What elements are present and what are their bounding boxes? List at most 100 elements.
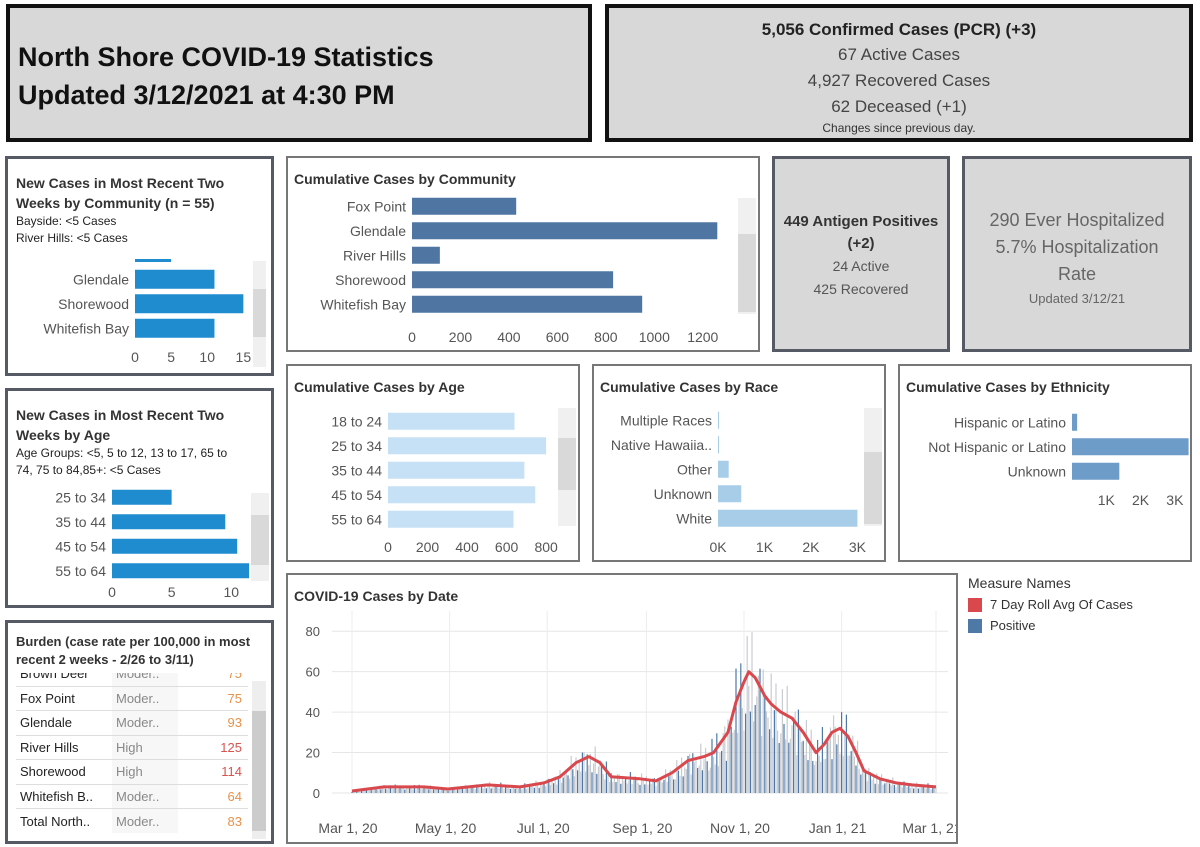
daily-bar: [513, 785, 515, 793]
legend-item-rolling-avg[interactable]: 7 Day Roll Avg Of Cases: [968, 597, 1192, 612]
tick-label: 10: [223, 584, 239, 600]
table-row[interactable]: Total North.. Moder.. 83: [16, 808, 248, 833]
bar: [388, 461, 525, 479]
hospitalization-rate: 5.7% Hospitalization: [995, 237, 1159, 257]
tick-label: 0: [108, 584, 116, 600]
daily-bar: [570, 755, 572, 793]
daily-bar: [701, 770, 703, 793]
daily-bar: [409, 788, 411, 793]
daily-bar: [777, 730, 779, 793]
daily-bar: [434, 787, 436, 793]
tick-label: 2K: [1132, 492, 1150, 508]
daily-bar: [474, 789, 476, 793]
daily-bar: [621, 775, 623, 793]
tick-label: 400: [455, 539, 479, 555]
burden-scrollbar[interactable]: [252, 681, 266, 839]
burden-rate: 75: [178, 685, 248, 711]
daily-bar: [813, 764, 815, 793]
daily-bar: [396, 788, 398, 793]
daily-bar: [370, 787, 372, 793]
burden-community: River Hills: [16, 734, 112, 760]
tick-label: 3K: [849, 539, 867, 555]
table-row[interactable]: Fox Point Moder.. 75: [16, 685, 248, 711]
daily-bar: [810, 729, 812, 793]
bar: [412, 271, 614, 289]
daily-bar: [585, 771, 587, 793]
daily-bar: [884, 783, 886, 793]
daily-bar: [900, 782, 902, 793]
daily-bar: [799, 726, 801, 793]
daily-bar: [689, 753, 691, 793]
legend-item-positive[interactable]: Positive: [968, 618, 1192, 633]
bar: [135, 318, 215, 338]
table-row[interactable]: Shorewood High 114: [16, 759, 248, 784]
table-row[interactable]: Brown Deer Moder.. 75: [16, 673, 248, 686]
burden-community: Fox Point: [16, 685, 112, 711]
daily-bar: [740, 663, 742, 793]
daily-bar: [914, 785, 916, 793]
daily-bar: [386, 789, 388, 793]
x-tick-label: Sep 1, 20: [612, 820, 672, 836]
daily-bar: [729, 729, 731, 793]
page-title: North Shore COVID-19 Statistics: [18, 42, 434, 72]
burden-panel: Burden (case rate per 100,000 in most re…: [5, 620, 274, 844]
daily-bar: [546, 779, 548, 793]
daily-bar: [583, 752, 585, 793]
daily-bar: [501, 787, 503, 793]
daily-bar: [429, 785, 431, 793]
daily-bar: [588, 765, 590, 793]
daily-bar: [647, 784, 649, 793]
table-row[interactable]: River Hills High 125: [16, 734, 248, 760]
daily-bar: [554, 776, 556, 793]
daily-bar: [831, 759, 833, 793]
burden-scrollbar-thumb[interactable]: [252, 711, 266, 831]
tick-label: 200: [449, 329, 473, 345]
daily-bar: [797, 709, 799, 793]
daily-bar: [469, 786, 471, 793]
category-label: Whitefish Bay: [320, 296, 406, 312]
daily-bar: [487, 785, 489, 793]
scrollbar-thumb: [253, 289, 266, 337]
daily-bar: [497, 786, 499, 793]
daily-bar: [597, 766, 599, 793]
daily-bar: [853, 756, 855, 793]
daily-bar: [874, 783, 876, 793]
daily-bar: [661, 782, 663, 793]
daily-bar: [364, 789, 366, 793]
burden-level: Moder..: [112, 685, 178, 711]
daily-bar: [722, 733, 724, 793]
daily-bar: [522, 786, 524, 793]
daily-bar: [818, 755, 820, 793]
daily-bar: [444, 789, 446, 793]
daily-bar: [754, 704, 756, 793]
table-row[interactable]: Glendale Moder.. 93: [16, 710, 248, 735]
bar: [1072, 413, 1078, 431]
daily-bar: [383, 784, 385, 793]
daily-bar: [623, 780, 625, 793]
burden-rate: 114: [178, 759, 248, 784]
daily-bar: [642, 780, 644, 793]
burden-table-viewport[interactable]: Brown Deer Moder.. 75 Fox Point Moder.. 75 Gle…: [16, 673, 248, 841]
daily-bar: [594, 746, 596, 793]
daily-bar: [530, 784, 532, 793]
daily-bar: [929, 787, 931, 793]
daily-bar: [861, 766, 863, 793]
table-row[interactable]: Whitefish B.. Moder.. 64: [16, 783, 248, 809]
daily-bar: [815, 761, 817, 793]
age-groups-note-2: 74, 75 to 84,85+: <5 Cases: [16, 463, 161, 477]
daily-bar: [549, 784, 551, 793]
daily-bar: [767, 717, 769, 793]
daily-bar: [580, 771, 582, 793]
new-age-title-2: Weeks by Age: [16, 427, 111, 443]
daily-bar: [658, 781, 660, 793]
daily-bar: [745, 713, 747, 793]
daily-bar: [751, 632, 753, 793]
daily-bar: [724, 726, 726, 793]
daily-bar: [373, 788, 375, 793]
daily-bar: [553, 783, 555, 793]
daily-bar: [564, 771, 566, 793]
cases-by-date-title: COVID-19 Cases by Date: [294, 588, 459, 604]
daily-bar: [377, 789, 379, 793]
y-tick-label: 40: [306, 705, 320, 720]
daily-bar: [620, 783, 622, 793]
